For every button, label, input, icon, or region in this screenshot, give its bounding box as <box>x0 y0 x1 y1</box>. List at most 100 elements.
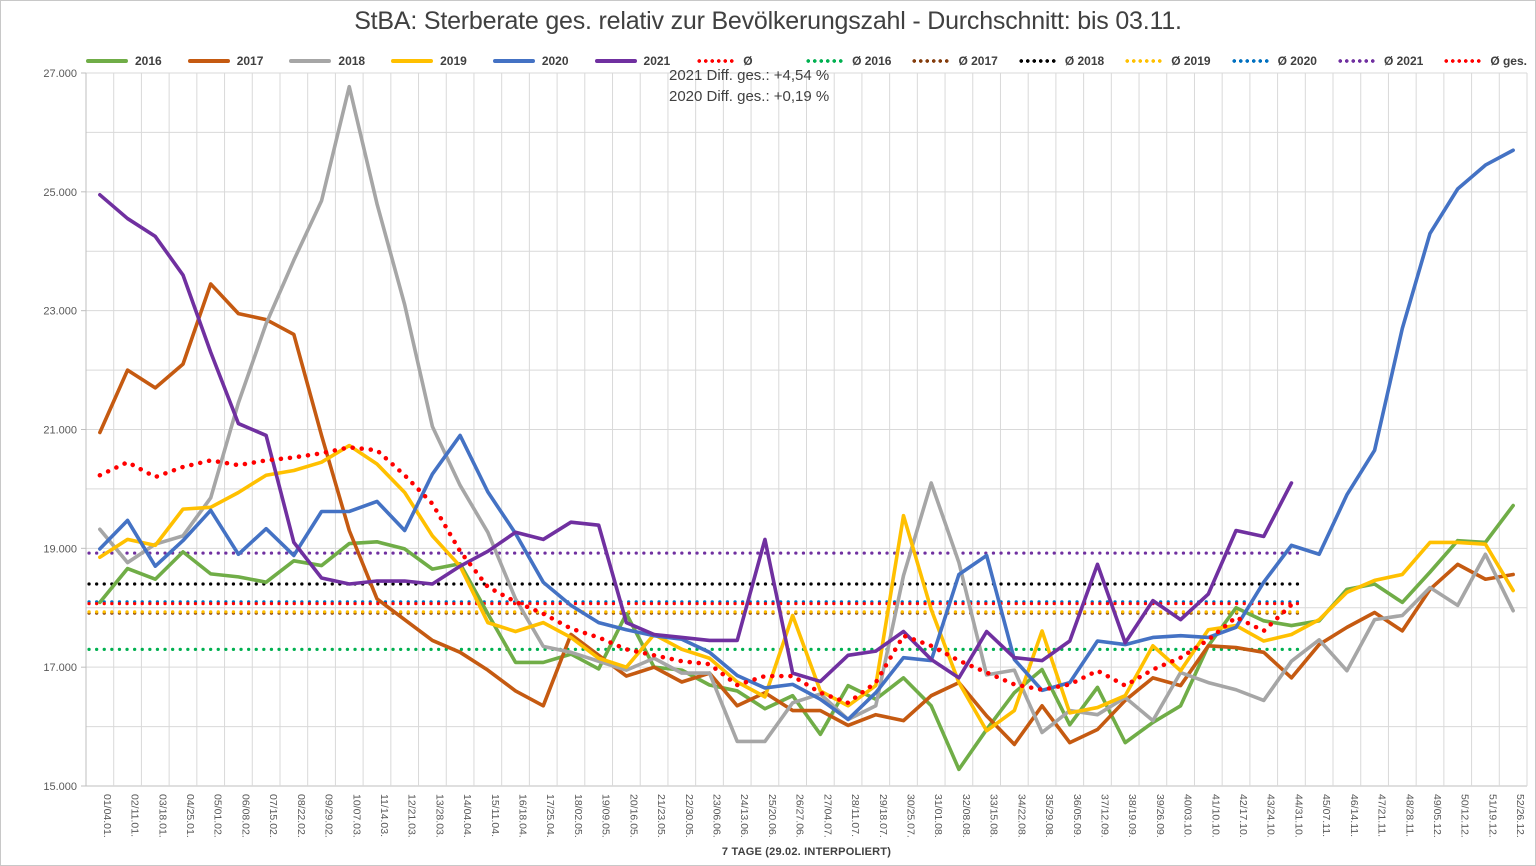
x-tick-label: 11/14.03. <box>378 794 390 837</box>
x-tick-label: 01/04.01. <box>101 794 113 838</box>
y-tick-label: 23.000 <box>43 306 77 318</box>
legend-swatch-icon <box>86 59 128 63</box>
x-tick-label: 19/09.05. <box>600 794 612 838</box>
x-tick-label: 45/07.11. <box>1320 794 1332 837</box>
series-line-2018 <box>98 84 1515 744</box>
legend: 2016 2017 2018 2019 2020 2021 Ø Ø 2016 Ø 2017 Ø … <box>86 51 1527 71</box>
legend-item-ø-2017: Ø 2017 <box>911 54 998 68</box>
x-tick-label: 29/18.07. <box>877 794 889 838</box>
x-tick-label: 23/06.06. <box>711 794 723 838</box>
legend-item-label: Ø 2017 <box>958 54 998 68</box>
legend-item-label: 2021 <box>643 54 671 68</box>
legend-item-label: Ø <box>743 54 753 68</box>
x-tick-label: 15/11.04. <box>489 794 501 837</box>
y-tick-label: 21.000 <box>43 425 77 437</box>
series-line-2021 <box>98 193 1294 684</box>
annotation-2020-diff: 2020 Diff. ges.: +0,19 % <box>669 88 830 105</box>
x-tick-label: 08/22.02. <box>295 794 307 838</box>
x-tick-label: 05/01.02. <box>212 794 224 838</box>
legend-swatch-icon <box>492 59 535 63</box>
legend-swatch-icon <box>1017 58 1058 64</box>
legend-swatch-icon <box>1230 58 1271 64</box>
legend-item-2019: 2019 <box>391 54 467 68</box>
legend-item-label: Ø 2020 <box>1277 54 1317 68</box>
x-axis-title: 7 TAGE (29.02. INTERPOLIERT) <box>721 846 892 858</box>
x-tick-label: 33/15.08. <box>988 794 1000 838</box>
legend-swatch-icon <box>696 58 737 64</box>
x-tick-label: 49/05.12. <box>1431 794 1443 838</box>
series-line-2019 <box>98 443 1515 733</box>
legend-group-averages: Ø 2016 Ø 2017 Ø 2018 Ø 2019 Ø 2020 Ø 2021 Ø ge… <box>805 54 1527 68</box>
y-tick-label: 27.000 <box>43 68 77 80</box>
legend-swatch-icon <box>391 59 434 63</box>
legend-item-2018: 2018 <box>289 54 365 68</box>
x-tick-label: 21/23.05. <box>655 794 667 838</box>
legend-swatch-icon <box>1124 58 1165 64</box>
legend-item-label: Ø 2019 <box>1171 54 1211 68</box>
legend-swatch-icon <box>1443 58 1484 64</box>
legend-item-ø: Ø <box>696 54 753 68</box>
x-tick-label: 12/21.03. <box>406 794 418 838</box>
legend-item-ø-2021: Ø 2021 <box>1336 54 1423 68</box>
x-tick-label: 26/27.06. <box>794 794 806 838</box>
legend-item-ø-2020: Ø 2020 <box>1230 54 1317 68</box>
legend-item-label: 2019 <box>440 54 467 68</box>
x-tick-label: 37/12.09. <box>1098 794 1110 838</box>
x-tick-label: 31/01.08. <box>932 794 944 838</box>
x-tick-label: 24/13.06. <box>738 794 750 838</box>
legend-item-2020: 2020 <box>492 54 569 68</box>
x-tick-label: 48/28.11. <box>1403 794 1415 837</box>
y-tick-label: 25.000 <box>43 187 77 199</box>
x-tick-label: 40/03.10. <box>1182 794 1194 838</box>
legend-swatch-icon <box>594 59 637 63</box>
x-tick-label: 42/17.10. <box>1237 794 1249 838</box>
legend-item-2016: 2016 <box>86 54 162 68</box>
legend-item-ø-2019: Ø 2019 <box>1124 54 1211 68</box>
legend-item-label: Ø 2018 <box>1064 54 1105 68</box>
series-line-2016 <box>98 503 1515 772</box>
legend-item-label: Ø 2016 <box>852 54 892 68</box>
x-tick-label: 32/08.08. <box>960 794 972 838</box>
y-tick-label: 19.000 <box>43 543 77 555</box>
x-tick-label: 36/05.09. <box>1071 794 1083 838</box>
legend-swatch-icon <box>805 58 846 64</box>
x-tick-label: 06/08.02. <box>239 794 251 838</box>
legend-item-ø-2018: Ø 2018 <box>1017 54 1105 68</box>
x-tick-label: 43/24.10. <box>1265 794 1277 838</box>
legend-swatch-icon <box>187 59 230 63</box>
x-tick-label: 14/04.04. <box>461 794 473 838</box>
x-tick-label: 03/18.01. <box>156 794 168 838</box>
x-tick-label: 13/28.03. <box>433 794 445 838</box>
y-tick-label: 15.000 <box>43 781 77 793</box>
x-tick-label: 04/25.01. <box>184 794 196 838</box>
x-tick-label: 44/31.10. <box>1292 794 1304 838</box>
legend-item-label: 2017 <box>236 54 264 68</box>
legend-swatch-icon <box>289 59 332 63</box>
legend-group-years: 2016 2017 2018 2019 2020 2021 Ø <box>86 54 753 68</box>
legend-item-2017: 2017 <box>187 54 264 68</box>
x-tick-label: 39/26.09. <box>1154 794 1166 838</box>
x-tick-label: 10/07.03. <box>350 794 362 838</box>
legend-item-ø-ges-: Ø ges. <box>1443 54 1527 68</box>
x-tick-label: 52/26.12. <box>1514 794 1526 838</box>
x-tick-label: 30/25.07. <box>904 794 916 838</box>
legend-item-ø-2016: Ø 2016 <box>805 54 891 68</box>
x-tick-label: 51/19.12. <box>1486 794 1498 838</box>
diff-annotation: 2021 Diff. ges.: +4,54 % 2020 Diff. ges.… <box>669 65 829 107</box>
legend-item-2021: 2021 <box>594 54 671 68</box>
x-tick-label: 41/10.10. <box>1209 794 1221 838</box>
x-tick-label: 18/02.05. <box>572 794 584 838</box>
x-tick-label: 09/29.02. <box>323 794 335 838</box>
x-tick-label: 27/04.07. <box>821 794 833 838</box>
x-tick-label: 35/29.08. <box>1043 794 1055 838</box>
x-tick-label: 34/22.08. <box>1015 794 1027 838</box>
legend-swatch-icon <box>1336 58 1377 64</box>
x-tick-label: 50/12.12. <box>1459 794 1471 838</box>
series-line-ø <box>97 445 1294 706</box>
legend-item-label: 2018 <box>338 54 366 68</box>
legend-item-label: Ø ges. <box>1490 54 1527 68</box>
x-tick-label: 46/14.11. <box>1348 794 1360 837</box>
legend-item-label: 2020 <box>541 54 569 68</box>
x-tick-label: 25/20.06. <box>766 794 778 838</box>
annotation-2021-diff: 2021 Diff. ges.: +4,54 % <box>669 67 830 84</box>
